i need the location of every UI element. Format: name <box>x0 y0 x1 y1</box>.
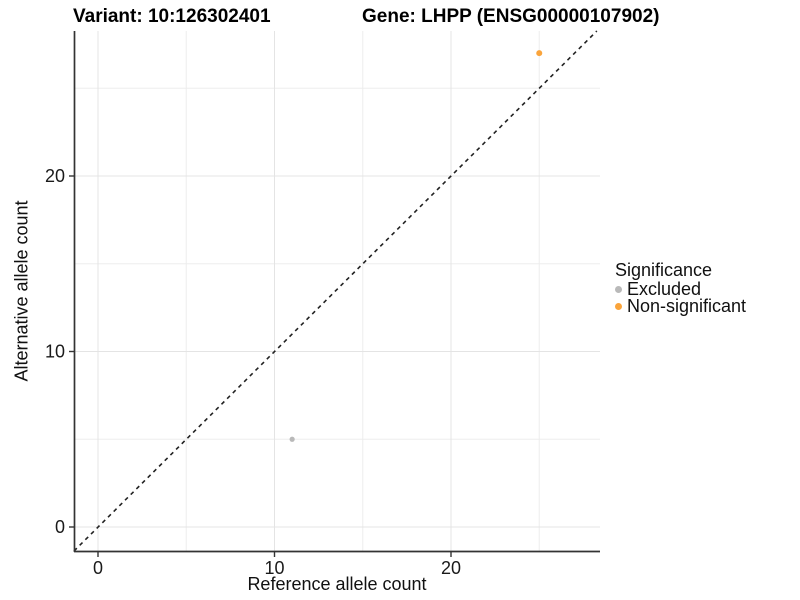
legend-item-non-significant: Non-significant <box>615 296 747 316</box>
x-tick-label: 20 <box>441 558 461 578</box>
non-significant-point-icon <box>615 303 622 310</box>
y-axis-title: Alternative allele count <box>11 200 32 382</box>
legend-item-excluded: Excluded <box>615 279 746 299</box>
data-point-non-significant <box>536 50 543 57</box>
legend-title: Significance <box>615 260 713 280</box>
legend-item-label: Excluded <box>627 279 702 299</box>
identity-dashed-line <box>73 30 598 552</box>
data-point-excluded <box>289 436 295 442</box>
x-tick-label: 0 <box>93 558 103 578</box>
legend: Significance Excluded Non-significant <box>615 260 746 315</box>
y-tick-label: 10 <box>45 342 65 362</box>
excluded-point-icon <box>615 286 622 293</box>
plot-title-gene: Gene: LHPP (ENSG00000107902) <box>362 6 660 27</box>
plot-title-variant: Variant: 10:126302401 <box>73 6 271 27</box>
y-tick-label: 0 <box>55 517 65 537</box>
x-tick-label: 10 <box>264 558 284 578</box>
y-tick-label: 20 <box>45 166 65 186</box>
x-axis-title: Reference allele count <box>247 574 427 594</box>
legend-item-label: Non-significant <box>627 296 747 316</box>
